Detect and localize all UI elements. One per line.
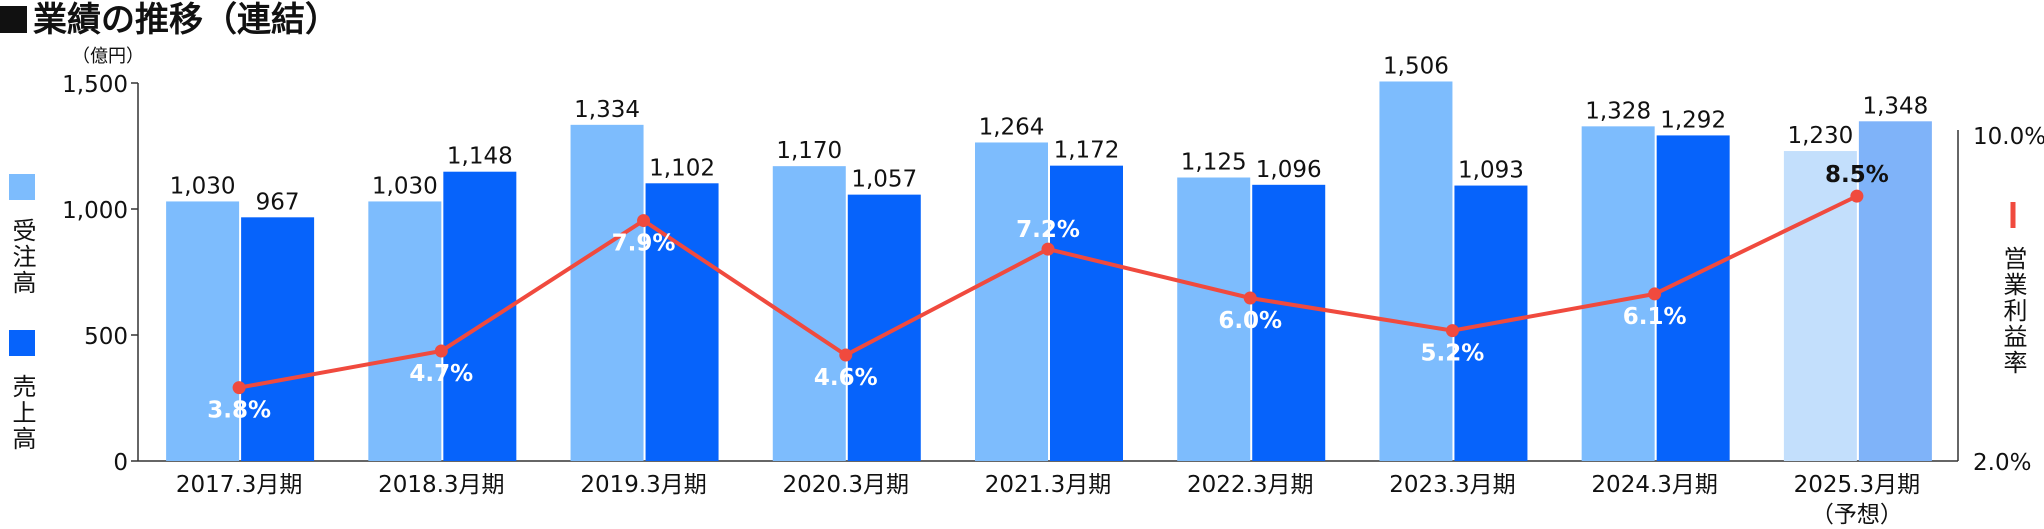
margin-label: 6.1% [1623,304,1687,330]
legend-orders-label: 受注高 [8,218,36,296]
bar-sales [847,194,921,462]
y-tick-label: 0 [113,450,128,476]
bar-orders [166,201,240,461]
bar-value-label: 1,334 [574,97,640,123]
bar-sales [241,217,315,461]
margin-point [1445,324,1459,338]
y-axis-unit: （億円） [72,46,144,67]
title-square-icon [0,6,27,33]
bar-sales [443,171,517,462]
bar-orders [1581,126,1655,462]
bars [166,81,1932,462]
bar-sales [1252,184,1326,462]
bar-value-labels: 1,030 1,030 1,334 1,170 1,264 1,125 1,506 1,328… [170,53,1929,215]
x-axis-labels: 2017.3月期 2018.3月期 2019.3月期 2020.3月期 2021.3月期… [176,472,1920,528]
bar-sales [1050,165,1123,461]
bar-orders [1177,177,1251,461]
legend-margin-label-text: 営業利益率 [1999,246,2027,376]
legend-orders-swatch [9,174,35,200]
axes: 0 500 1,000 1,500 （億円） 2.0% 10.0% [62,46,2044,476]
x-tick-label: 2021.3月期 [985,472,1111,498]
x-tick-label: 2024.3月期 [1591,472,1717,498]
bar-value-label: 1,506 [1383,53,1449,79]
x-tick-label: 2017.3月期 [176,472,302,498]
x-tick-label: 2019.3月期 [580,472,706,498]
margin-point [1243,291,1257,305]
legend-orders-label-text: 受注高 [8,218,36,296]
margin-point [839,348,853,362]
bar-value-label: 1,096 [1256,157,1322,183]
margin-label: 6.0% [1218,308,1282,334]
operating-margin-line: 3.8% 4.7% 7.9% 4.6% 7.2% 6.0% 5.2% 6.1% 8.5% [207,162,1889,424]
bar-orders [368,201,442,461]
legend-sales-label: 売上高 [8,374,36,452]
margin-point [434,344,448,358]
chart-title-text: 業績の推移（連結） [33,0,339,40]
y-tick-label: 500 [84,324,128,350]
legend-sales-swatch [9,330,35,356]
bar-value-label: 1,292 [1660,107,1726,133]
bar-value-label: 1,264 [979,114,1045,140]
bar-value-label: 1,030 [372,173,438,199]
margin-label: 5.2% [1421,341,1485,367]
y-tick-label: 1,000 [62,198,128,224]
margin-label: 7.9% [612,231,676,257]
bar-value-label: 1,057 [851,167,917,193]
margin-point [1850,189,1864,203]
bar-sales [645,183,719,461]
margin-point [232,381,246,395]
bar-value-label: 967 [256,189,300,215]
legend-sales-label-text: 売上高 [8,374,36,452]
bar-value-label: 1,148 [447,144,513,170]
bar-value-label: 1,230 [1787,123,1853,149]
x-tick-label: 2023.3月期 [1389,472,1515,498]
bar-value-label: 1,328 [1585,98,1651,124]
x-tick-label: 2022.3月期 [1187,472,1313,498]
y2-tick-label: 10.0% [1973,124,2044,150]
bar-value-label: 1,348 [1862,93,1928,119]
bar-value-label: 1,093 [1458,158,1524,184]
margin-point [637,214,651,228]
margin-label: 7.2% [1016,217,1080,243]
y2-tick-label: 2.0% [1973,450,2031,476]
bar-sales [1656,135,1730,461]
x-tick-label: 2018.3月期 [378,472,504,498]
margin-point [1648,287,1662,301]
y-tick-label: 1,500 [62,72,128,98]
bar-orders [570,124,644,461]
x-tick-label: 2025.3月期 [1794,472,1920,498]
margin-label: 3.8% [207,398,271,424]
x-tick-note: （予想） [1811,502,1903,528]
margin-point [1041,242,1055,256]
bar-value-label: 1,125 [1181,150,1247,176]
bar-orders [1783,151,1857,462]
bar-value-label: 1,170 [776,138,842,164]
legend-margin-label: 営業利益率 [1999,246,2027,376]
bar-value-label: 1,030 [170,173,236,199]
bar-orders [975,142,1048,462]
bar-sales [1858,121,1932,461]
x-tick-label: 2020.3月期 [783,472,909,498]
chart-title: 業績の推移（連結） [0,0,339,40]
margin-label: 8.5% [1825,162,1889,188]
bar-value-label: 1,102 [649,155,715,181]
bar-orders [1379,81,1453,461]
bar-value-label: 1,172 [1054,138,1120,164]
margin-label: 4.6% [814,365,878,391]
margin-label: 4.7% [409,361,473,387]
